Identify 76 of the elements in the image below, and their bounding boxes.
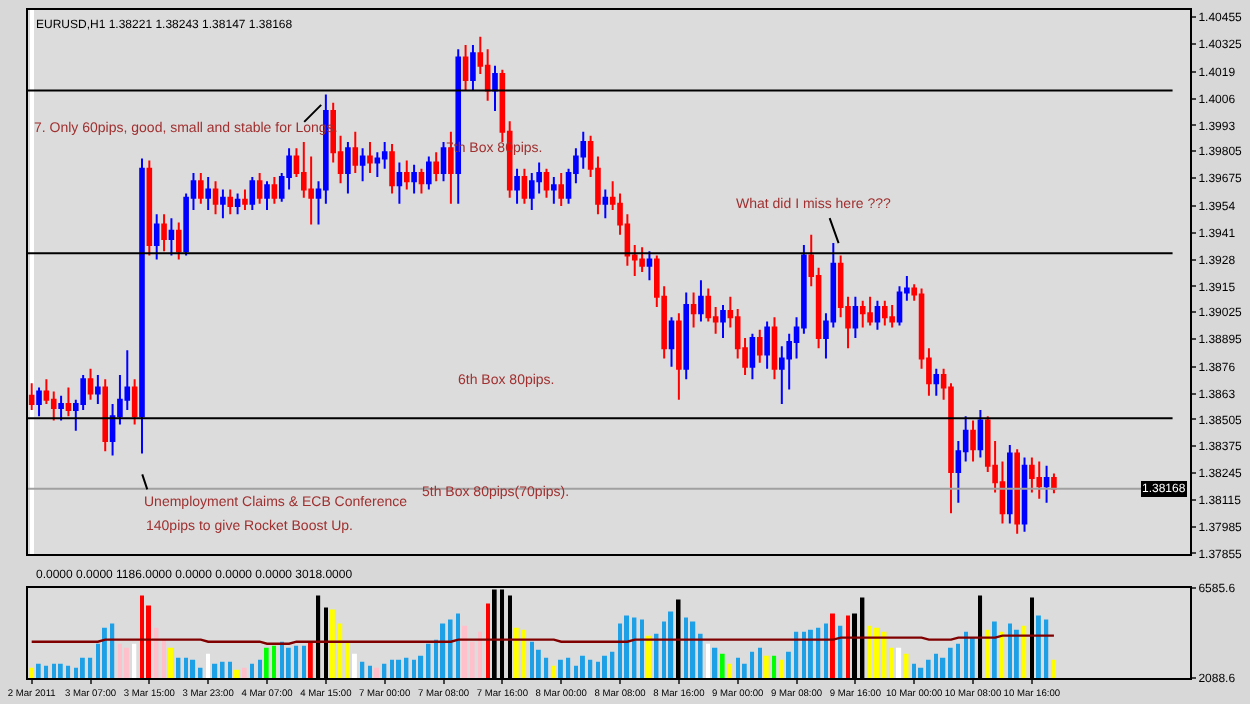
candlestick	[28, 382, 35, 412]
candlestick	[426, 155, 432, 191]
candlestick	[433, 151, 439, 183]
candlestick	[771, 316, 778, 381]
candlestick	[249, 176, 256, 212]
candlestick	[698, 279, 704, 323]
candlestick	[852, 295, 859, 339]
candlestick	[889, 303, 895, 329]
candlestick	[256, 171, 263, 205]
candlestick	[271, 176, 278, 205]
candlestick	[683, 291, 690, 381]
candlestick	[205, 176, 211, 212]
candlestick	[389, 143, 395, 195]
candlestick	[139, 157, 145, 455]
candlestick	[352, 130, 359, 174]
candlestick	[403, 159, 410, 191]
candlestick	[1036, 460, 1043, 500]
candlestick	[977, 409, 984, 459]
candlestick	[764, 320, 770, 370]
candlestick	[175, 221, 182, 261]
candlestick	[521, 167, 528, 205]
candlestick	[867, 295, 873, 327]
candlestick	[411, 163, 417, 195]
candlestick	[1021, 456, 1028, 533]
candlestick	[264, 180, 270, 212]
candlestick	[153, 213, 160, 261]
candlestick	[58, 394, 64, 422]
candlestick	[161, 213, 167, 253]
candlestick	[690, 291, 697, 329]
candlestick	[881, 299, 888, 327]
candlestick	[227, 188, 234, 216]
candlestick	[933, 367, 940, 397]
candlestick	[492, 64, 498, 113]
candlestick	[543, 167, 550, 199]
candlestick	[668, 316, 675, 368]
candlestick	[242, 188, 248, 212]
candlestick	[65, 386, 72, 418]
candlestick	[146, 159, 153, 257]
candlestick	[676, 312, 682, 401]
candlestick	[1029, 456, 1035, 494]
candlestick	[234, 192, 241, 216]
candlestick	[528, 171, 535, 212]
candlestick	[381, 140, 388, 170]
candlestick	[359, 147, 366, 183]
candlestick	[95, 374, 101, 405]
candlestick	[418, 167, 425, 195]
candlestick	[1014, 448, 1020, 535]
candlestick	[720, 303, 726, 339]
candlestick	[367, 140, 373, 174]
candlestick	[639, 246, 645, 273]
candlestick	[859, 299, 866, 329]
candlestick	[970, 419, 976, 463]
candlestick	[168, 217, 175, 257]
candlestick	[220, 188, 226, 220]
candlestick	[1051, 472, 1057, 495]
candlestick	[1043, 464, 1050, 504]
candlestick	[514, 167, 520, 205]
candlestick	[102, 378, 109, 453]
candlestick	[1007, 444, 1013, 525]
candlestick	[470, 44, 476, 92]
candlestick	[462, 44, 469, 92]
candlestick	[345, 140, 351, 195]
candlestick	[396, 161, 403, 205]
candlestick	[440, 140, 447, 183]
candlestick	[749, 332, 756, 381]
candlestick	[551, 176, 557, 205]
candlestick	[36, 386, 42, 418]
candlestick	[212, 180, 219, 216]
candlestick	[198, 171, 204, 205]
candlestick	[131, 378, 138, 426]
candlestick	[874, 299, 881, 331]
candlestick	[602, 188, 609, 220]
candlestick	[87, 367, 94, 401]
candlestick	[646, 250, 653, 282]
candlestick	[558, 171, 564, 207]
candlestick	[756, 328, 763, 364]
